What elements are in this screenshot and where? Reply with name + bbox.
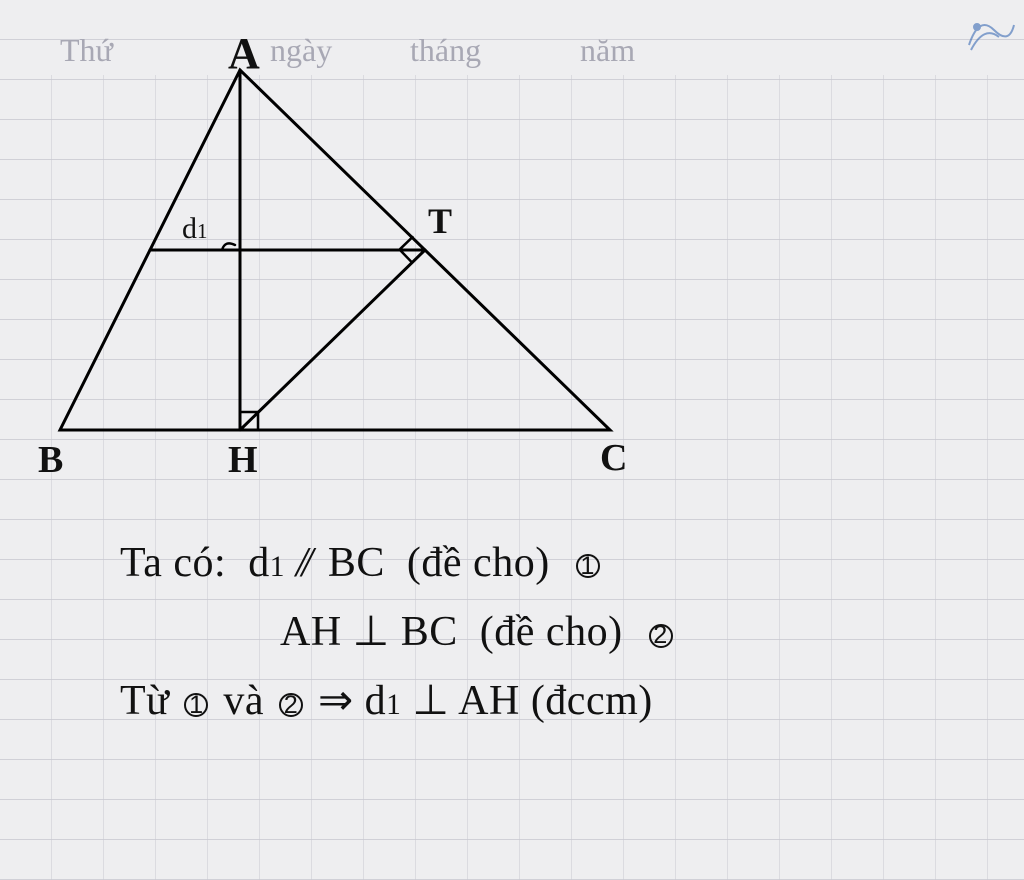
l3-post: (đccm) xyxy=(531,678,653,724)
label-b: B xyxy=(38,438,63,482)
l3-and: và xyxy=(223,678,264,724)
notebook-paper: Thứ ngày tháng năm xyxy=(0,0,1024,880)
figure-svg xyxy=(40,50,660,470)
proof-line-2: AH ⊥ BC (đề cho) 2 xyxy=(120,597,970,666)
circle-1b-icon: 1 xyxy=(184,693,208,717)
label-a: A xyxy=(228,28,260,79)
label-h: H xyxy=(228,438,258,482)
segment-ht xyxy=(240,250,425,430)
label-t: T xyxy=(428,200,452,242)
label-c: C xyxy=(600,436,627,480)
parallel-icon xyxy=(296,530,317,597)
corner-stamp-icon xyxy=(959,5,1019,65)
implies-icon: ⇒ xyxy=(318,676,354,723)
proof-text: Ta có: d1 BC (đề cho) 1 AH ⊥ BC (đề cho)… xyxy=(120,530,970,736)
perp2-icon: ⊥ xyxy=(412,676,449,723)
l2-post: (đề cho) xyxy=(480,609,623,655)
circle-1-icon: 1 xyxy=(576,554,600,578)
l1-post: (đề cho) xyxy=(407,540,550,586)
triangle-figure: A B C H d1 T xyxy=(40,50,660,470)
circle-2-icon: 2 xyxy=(649,624,673,648)
label-d1: d1 xyxy=(182,212,208,246)
proof-line-1: Ta có: d1 BC (đề cho) 1 xyxy=(120,530,970,597)
l3-pre: Từ xyxy=(120,678,169,724)
proof-line-3: Từ 1 và 2 ⇒ d1 ⊥ AH (đccm) xyxy=(120,666,970,735)
l1-pre: Ta có: xyxy=(120,540,226,586)
circle-2b-icon: 2 xyxy=(279,693,303,717)
perp-icon: ⊥ xyxy=(353,607,390,654)
